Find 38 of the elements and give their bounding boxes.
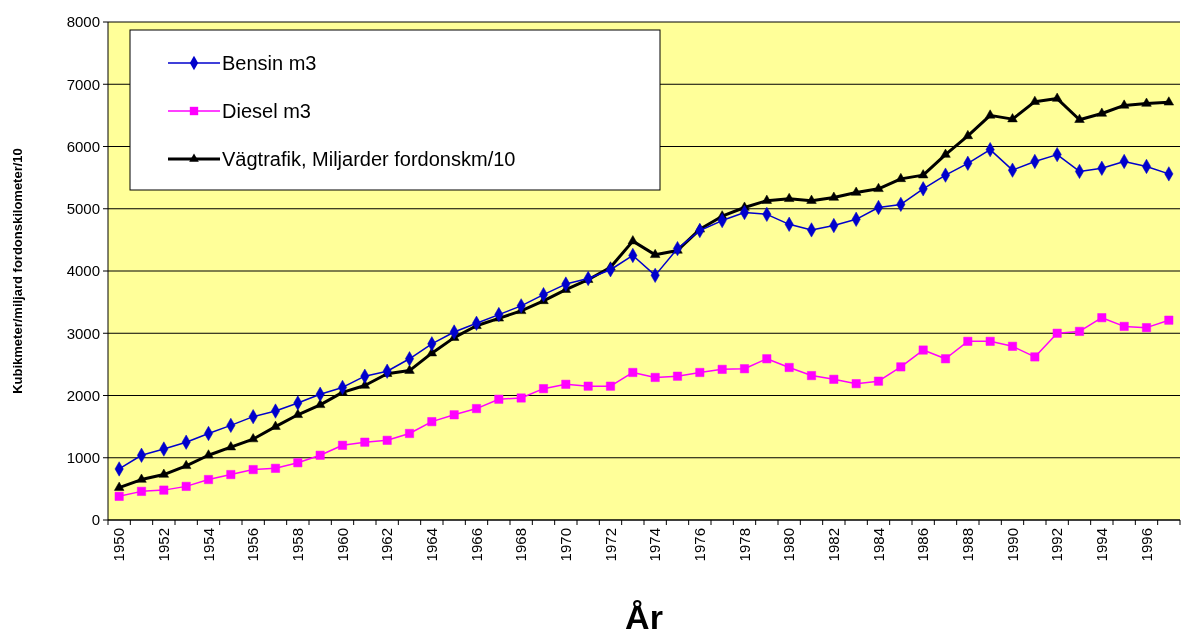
- y-tick-label: 7000: [66, 75, 100, 93]
- x-tick-label: 1950: [110, 528, 128, 562]
- x-tick-label: 1960: [333, 528, 351, 562]
- x-tick-label: 1992: [1048, 528, 1066, 562]
- y-tick-label: 0: [91, 511, 100, 529]
- x-tick-label: 1984: [869, 528, 887, 562]
- x-tick-label: 1988: [959, 528, 977, 562]
- legend-label: Vägtrafik, Miljarder fordonskm/10: [222, 148, 516, 170]
- x-tick-label: 1956: [244, 528, 262, 562]
- x-tick-label: 1986: [914, 528, 932, 562]
- y-tick-label: 2000: [66, 386, 100, 404]
- x-tick-label: 1968: [512, 528, 530, 562]
- x-axis-title: År: [625, 598, 663, 635]
- legend-label: Diesel m3: [222, 100, 311, 122]
- y-tick-label: 4000: [66, 262, 100, 280]
- y-tick-label: 6000: [66, 137, 100, 155]
- y-tick-label: 5000: [66, 200, 100, 217]
- y-axis-title: Kubikmeter/miljard fordonskilometer/10: [10, 148, 25, 394]
- x-tick-label: 1954: [199, 528, 217, 562]
- x-tick-label: 1952: [155, 528, 173, 562]
- x-tick-label: 1996: [1137, 528, 1155, 562]
- legend-label: Bensin m3: [222, 52, 317, 74]
- x-tick-label: 1990: [1003, 528, 1021, 562]
- y-tick-label: 8000: [66, 13, 100, 31]
- y-tick-label: 1000: [66, 449, 100, 466]
- y-tick-label: 3000: [66, 324, 100, 342]
- x-tick-label: 1980: [780, 528, 798, 562]
- x-tick-label: 1974: [646, 528, 664, 562]
- x-tick-label: 1964: [423, 528, 441, 562]
- x-tick-label: 1982: [825, 528, 843, 562]
- x-tick-label: 1962: [378, 528, 396, 562]
- x-tick-label: 1966: [467, 528, 485, 562]
- x-tick-label: 1978: [735, 528, 753, 562]
- x-tick-label: 1994: [1093, 528, 1111, 562]
- x-tick-label: 1970: [557, 528, 575, 562]
- x-tick-label: 1972: [601, 528, 619, 562]
- x-tick-label: 1958: [289, 528, 307, 562]
- x-tick-label: 1976: [691, 528, 709, 562]
